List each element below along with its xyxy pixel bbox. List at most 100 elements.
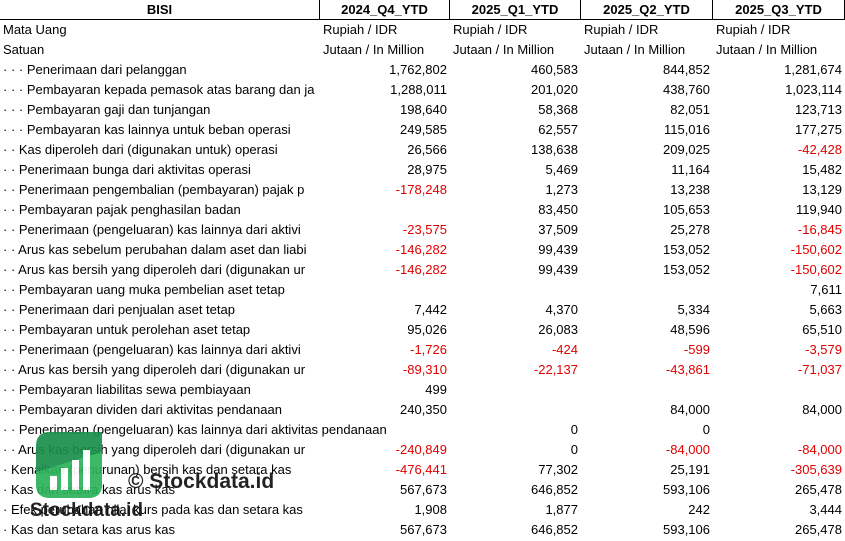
value-cell: 5,469	[545, 162, 578, 177]
value-cell: 1,023,114	[785, 82, 842, 97]
value-cell: 13,129	[802, 182, 842, 197]
value-cell: 265,478	[795, 522, 842, 537]
value-cell: -89,310	[402, 362, 447, 377]
value-cell: -1,726	[410, 342, 447, 357]
value-cell: 3,444	[809, 502, 842, 517]
value-cell: -599	[683, 342, 710, 357]
value-cell: 567,673	[400, 522, 447, 537]
value-cell: 138,638	[531, 142, 578, 157]
value-cell: -146,282	[395, 242, 447, 257]
value-cell: 209,025	[663, 142, 710, 157]
value-cell: 25,191	[670, 462, 710, 477]
value-cell: 593,106	[663, 522, 710, 537]
value-cell: -42,428	[797, 142, 842, 157]
value-cell: 84,000	[802, 402, 842, 417]
row-label: · · Arus kas bersih yang diperoleh dari …	[3, 362, 306, 377]
meta-cell: Jutaan / In Million	[323, 42, 425, 57]
value-cell: 11,164	[671, 162, 710, 177]
value-cell: -150,602	[790, 262, 842, 277]
value-cell: 13,238	[670, 182, 710, 197]
value-cell: 123,713	[795, 102, 842, 117]
value-cell: 7,442	[414, 302, 447, 317]
row-label: · · · Pembayaran gaji dan tunjangan	[3, 102, 211, 117]
value-cell: -43,861	[665, 362, 710, 377]
row-label: · · Arus kas sebelum perubahan dalam ase…	[3, 242, 307, 257]
value-cell: 105,653	[663, 202, 710, 217]
value-cell: 177,275	[795, 122, 842, 137]
header-cell: BISI	[0, 0, 320, 20]
header-cell: 2025_Q2_YTD	[581, 0, 713, 20]
row-label: · · · Pembayaran kepada pemasok atas bar…	[3, 82, 315, 97]
value-cell: 460,583	[531, 62, 578, 77]
value-cell: 1,908	[414, 502, 447, 517]
meta-cell: Mata Uang	[3, 22, 67, 37]
value-cell: 0	[570, 442, 578, 457]
row-label: · · Penerimaan bunga dari aktivitas oper…	[3, 162, 251, 177]
value-cell: 119,940	[795, 202, 842, 217]
row-label: · · Pembayaran liabilitas sewa pembiayaa…	[3, 382, 251, 397]
header-cell: 2025_Q1_YTD	[450, 0, 581, 20]
row-label: · · · Penerimaan dari pelanggan	[3, 62, 187, 77]
row-label: · · Pembayaran pajak penghasilan badan	[3, 202, 241, 217]
value-cell: 95,026	[407, 322, 447, 337]
row-label: · · Penerimaan dari penjualan aset tetap	[3, 302, 235, 317]
value-cell: 593,106	[663, 482, 710, 497]
meta-cell: Rupiah / IDR	[584, 22, 659, 37]
value-cell: 25,278	[670, 222, 710, 237]
watermark-copyright: © Stockdata.id	[128, 470, 275, 493]
value-cell: 0	[570, 422, 578, 437]
value-cell: 242	[688, 502, 710, 517]
meta-cell: Jutaan / In Million	[453, 42, 555, 57]
value-cell: 0	[702, 422, 710, 437]
value-cell: 1,288,011	[390, 82, 447, 97]
value-cell: 84,000	[670, 402, 710, 417]
watermark-brand: Stockdata.id	[30, 500, 143, 521]
row-label: · · Pembayaran untuk perolehan aset teta…	[3, 322, 251, 337]
row-label: · · Pembayaran uang muka pembelian aset …	[3, 282, 285, 297]
row-label: · Efek perubahan nilai kurs pada kas dan…	[3, 502, 303, 517]
value-cell: 567,673	[400, 482, 447, 497]
value-cell: -16,845	[797, 222, 842, 237]
value-cell: 115,016	[663, 122, 710, 137]
value-cell: 1,762,802	[389, 62, 447, 77]
value-cell: 15,482	[802, 162, 842, 177]
value-cell: 83,450	[538, 202, 578, 217]
value-cell: 26,566	[407, 142, 447, 157]
value-cell: 198,640	[400, 102, 447, 117]
value-cell: -305,639	[790, 462, 842, 477]
meta-cell: Rupiah / IDR	[716, 22, 791, 37]
value-cell: 201,020	[531, 82, 578, 97]
value-cell: -240,849	[395, 442, 447, 457]
value-cell: 58,368	[538, 102, 578, 117]
value-cell: 99,439	[538, 242, 578, 257]
value-cell: 153,052	[663, 242, 710, 257]
value-cell: 26,083	[538, 322, 578, 337]
row-label: · · Penerimaan (pengeluaran) kas lainnya…	[3, 342, 301, 357]
value-cell: 4,370	[545, 302, 578, 317]
row-label: · · Arus kas bersih yang diperoleh dari …	[3, 262, 306, 277]
watermark: © Stockdata.id Stockdata.id	[28, 432, 288, 532]
value-cell: 240,350	[400, 402, 447, 417]
value-cell: -178,248	[395, 182, 447, 197]
value-cell: 1,877	[545, 502, 578, 517]
value-cell: 5,334	[677, 302, 710, 317]
value-cell: 7,611	[810, 282, 842, 297]
value-cell: 1,273	[545, 182, 578, 197]
value-cell: -71,037	[797, 362, 842, 377]
value-cell: -84,000	[797, 442, 842, 457]
value-cell: -22,137	[533, 362, 578, 377]
value-cell: -150,602	[790, 242, 842, 257]
value-cell: 28,975	[407, 162, 447, 177]
value-cell: -3,579	[805, 342, 842, 357]
value-cell: 499	[425, 382, 447, 397]
row-label: · · Kas diperoleh dari (digunakan untuk)…	[3, 142, 278, 157]
meta-cell: Rupiah / IDR	[323, 22, 398, 37]
header-cell: 2024_Q4_YTD	[320, 0, 450, 20]
row-label: · · · Pembayaran kas lainnya untuk beban…	[3, 122, 291, 137]
value-cell: -84,000	[665, 442, 710, 457]
value-cell: 646,852	[531, 522, 578, 537]
value-cell: 438,760	[663, 82, 710, 97]
value-cell: 249,585	[400, 122, 447, 137]
value-cell: -146,282	[395, 262, 447, 277]
